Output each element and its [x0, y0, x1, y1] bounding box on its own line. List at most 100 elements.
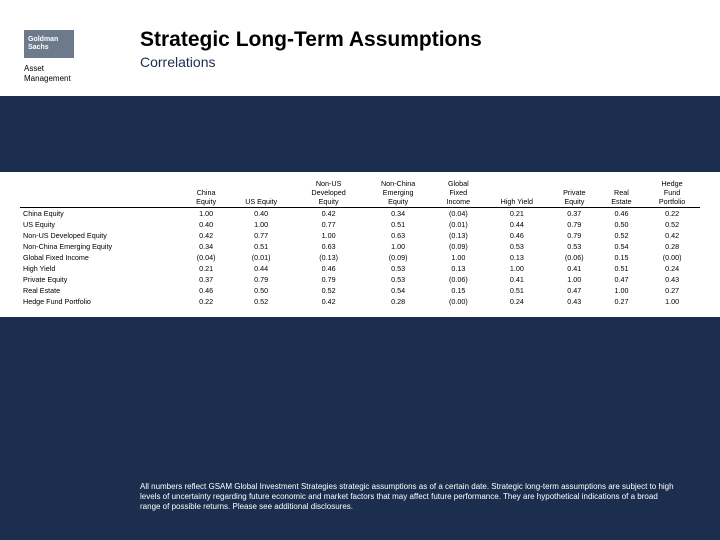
cell: 0.51	[484, 285, 550, 296]
header-band: Goldman Sachs Asset Management Strategic…	[0, 0, 720, 96]
cell: (0.06)	[550, 252, 599, 263]
col-header-rowlabel	[20, 178, 184, 208]
cell: (0.01)	[433, 219, 484, 230]
cell: 1.00	[644, 296, 700, 307]
table-row: Non-US Developed Equity0.420.771.000.63(…	[20, 230, 700, 241]
footnote: All numbers reflect GSAM Global Investme…	[140, 482, 680, 512]
cell: 0.43	[550, 296, 599, 307]
cell: 0.50	[228, 285, 293, 296]
col-header: PrivateEquity	[550, 178, 599, 208]
cell: 0.53	[363, 274, 433, 285]
cell: 0.28	[363, 296, 433, 307]
cell: 0.37	[550, 208, 599, 220]
cell: 0.21	[484, 208, 550, 220]
correlation-table: ChinaEquityUS EquityNon-USDevelopedEquit…	[20, 178, 700, 307]
cell: 0.51	[228, 241, 293, 252]
cell: 0.53	[363, 263, 433, 274]
cell: 0.52	[228, 296, 293, 307]
cell: (0.09)	[433, 241, 484, 252]
col-header: Non-ChinaEmergingEquity	[363, 178, 433, 208]
brand-logo: Goldman Sachs	[24, 30, 74, 58]
cell: 0.15	[599, 252, 644, 263]
col-header: RealEstate	[599, 178, 644, 208]
table-header-row: ChinaEquityUS EquityNon-USDevelopedEquit…	[20, 178, 700, 208]
cell: 0.34	[184, 241, 229, 252]
cell: (0.04)	[184, 252, 229, 263]
cell: 1.00	[599, 285, 644, 296]
cell: 0.53	[550, 241, 599, 252]
col-header: GlobalFixedIncome	[433, 178, 484, 208]
cell: 0.79	[550, 219, 599, 230]
col-header: HedgeFundPortfolio	[644, 178, 700, 208]
cell: 0.42	[294, 296, 364, 307]
cell: 0.46	[599, 208, 644, 220]
cell: 0.46	[484, 230, 550, 241]
cell: 1.00	[433, 252, 484, 263]
cell: 0.47	[550, 285, 599, 296]
cell: 0.51	[599, 263, 644, 274]
cell: (0.13)	[433, 230, 484, 241]
row-label: Global Fixed Income	[20, 252, 184, 263]
cell: 0.13	[484, 252, 550, 263]
cell: 1.00	[184, 208, 229, 220]
cell: 0.50	[599, 219, 644, 230]
row-label: High Yield	[20, 263, 184, 274]
table-row: Global Fixed Income(0.04)(0.01)(0.13)(0.…	[20, 252, 700, 263]
cell: 0.24	[644, 263, 700, 274]
cell: 0.63	[363, 230, 433, 241]
row-label: Non-China Emerging Equity	[20, 241, 184, 252]
page-subtitle: Correlations	[140, 54, 215, 70]
cell: 1.00	[550, 274, 599, 285]
cell: (0.04)	[433, 208, 484, 220]
row-label: US Equity	[20, 219, 184, 230]
cell: 0.27	[644, 285, 700, 296]
cell: (0.09)	[363, 252, 433, 263]
logo-line1: Goldman	[28, 36, 70, 44]
cell: 0.22	[644, 208, 700, 220]
row-label: Hedge Fund Portfolio	[20, 296, 184, 307]
cell: 0.77	[294, 219, 364, 230]
cell: 0.54	[599, 241, 644, 252]
cell: 0.54	[363, 285, 433, 296]
cell: 0.52	[294, 285, 364, 296]
table-row: China Equity1.000.400.420.34(0.04)0.210.…	[20, 208, 700, 220]
cell: 0.52	[644, 219, 700, 230]
table-row: Private Equity0.370.790.790.53(0.06)0.41…	[20, 274, 700, 285]
cell: 0.79	[294, 274, 364, 285]
cell: 0.53	[484, 241, 550, 252]
cell: 0.15	[433, 285, 484, 296]
cell: 1.00	[228, 219, 293, 230]
cell: 0.44	[484, 219, 550, 230]
cell: 0.47	[599, 274, 644, 285]
table-row: US Equity0.401.000.770.51(0.01)0.440.790…	[20, 219, 700, 230]
cell: 0.79	[228, 274, 293, 285]
cell: 0.43	[644, 274, 700, 285]
cell: (0.13)	[294, 252, 364, 263]
cell: 0.79	[550, 230, 599, 241]
cell: 0.42	[184, 230, 229, 241]
row-label: China Equity	[20, 208, 184, 220]
cell: 0.46	[184, 285, 229, 296]
cell: (0.06)	[433, 274, 484, 285]
cell: 0.63	[294, 241, 364, 252]
row-label: Private Equity	[20, 274, 184, 285]
table-row: Real Estate0.460.500.520.540.150.510.471…	[20, 285, 700, 296]
cell: 0.40	[228, 208, 293, 220]
col-header: ChinaEquity	[184, 178, 229, 208]
cell: 0.41	[484, 274, 550, 285]
logo-line2: Sachs	[28, 44, 70, 52]
cell: 0.77	[228, 230, 293, 241]
col-header: US Equity	[228, 178, 293, 208]
cell: 1.00	[294, 230, 364, 241]
brand-sub1: Asset	[24, 64, 71, 74]
cell: 0.28	[644, 241, 700, 252]
cell: 0.44	[228, 263, 293, 274]
cell: (0.00)	[433, 296, 484, 307]
cell: 0.37	[184, 274, 229, 285]
cell: 0.13	[433, 263, 484, 274]
cell: 0.42	[294, 208, 364, 220]
cell: 0.51	[363, 219, 433, 230]
brand-subtext: Asset Management	[24, 64, 71, 84]
col-header: High Yield	[484, 178, 550, 208]
row-label: Non-US Developed Equity	[20, 230, 184, 241]
